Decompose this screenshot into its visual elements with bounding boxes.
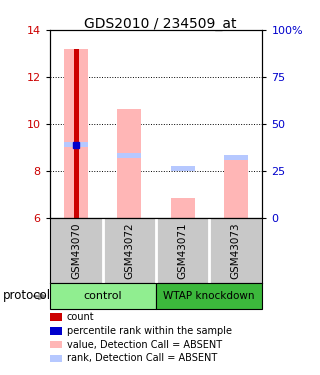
Text: protocol: protocol <box>3 289 51 302</box>
Text: GDS2010 / 234509_at: GDS2010 / 234509_at <box>84 17 236 31</box>
Bar <box>64 142 88 147</box>
Text: GSM43070: GSM43070 <box>71 223 81 279</box>
Bar <box>224 155 248 160</box>
Bar <box>64 49 88 217</box>
Bar <box>50 283 156 309</box>
Text: value, Detection Call = ABSENT: value, Detection Call = ABSENT <box>67 340 222 350</box>
Bar <box>74 49 79 217</box>
Bar <box>171 198 195 217</box>
Text: GSM43073: GSM43073 <box>231 223 241 279</box>
Text: control: control <box>84 291 122 301</box>
Bar <box>156 283 262 309</box>
Text: WTAP knockdown: WTAP knockdown <box>164 291 255 301</box>
Bar <box>117 153 141 158</box>
Text: rank, Detection Call = ABSENT: rank, Detection Call = ABSENT <box>67 354 217 363</box>
Bar <box>117 108 141 217</box>
Text: count: count <box>67 312 94 322</box>
Bar <box>224 159 248 218</box>
Text: percentile rank within the sample: percentile rank within the sample <box>67 326 232 336</box>
Text: GSM43071: GSM43071 <box>178 223 188 279</box>
Text: GSM43072: GSM43072 <box>124 223 134 279</box>
Bar <box>171 166 195 171</box>
